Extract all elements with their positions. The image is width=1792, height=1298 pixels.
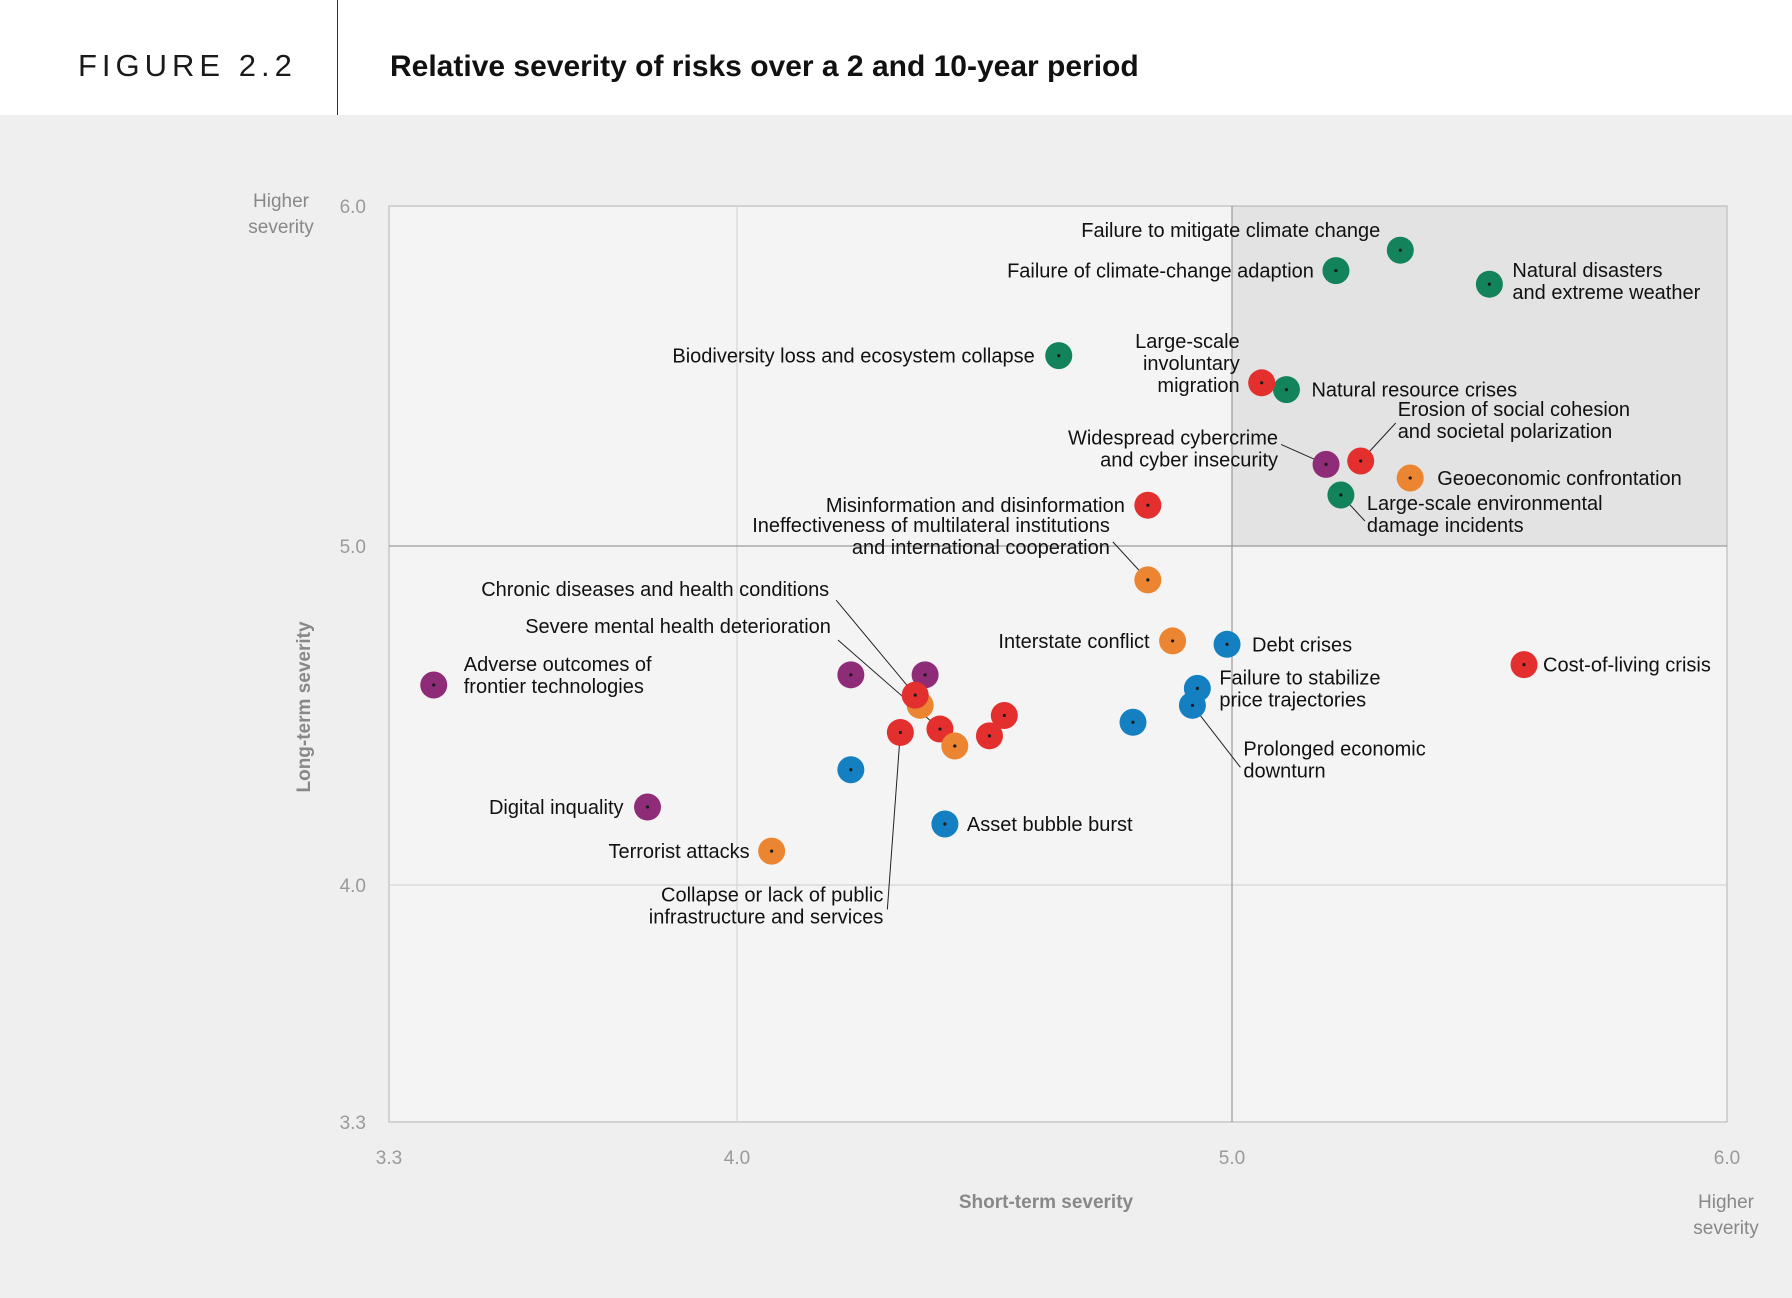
risk-point-center [1057,354,1060,357]
risk-point-center [1339,493,1342,496]
risk-point-center [899,731,902,734]
risk-label: Ineffectiveness of multilateral institut… [752,515,1110,537]
risk-label: and societal polarization [1398,421,1613,443]
risk-point-center [938,727,941,730]
risk-label: and international cooperation [852,537,1110,559]
x-tick-label: 3.3 [376,1148,402,1169]
risk-label: Collapse or lack of public [661,884,883,906]
x-axis-end-label-line1: Higher [1698,1192,1755,1213]
risk-label: downturn [1243,760,1325,782]
risk-point-center [1409,476,1412,479]
x-axis-end-label-line2: severity [1693,1218,1759,1239]
risk-label: Severe mental health deterioration [525,616,831,638]
risk-point-center [432,683,435,686]
risk-label: Misinformation and disinformation [826,495,1125,517]
risk-point-center [1171,639,1174,642]
risk-label: Natural disasters [1512,260,1662,282]
risk-label: Biodiversity loss and ecosystem collapse [672,346,1034,368]
risk-label: price trajectories [1219,689,1366,711]
risk-label: Terrorist attacks [608,841,749,863]
risk-label: Erosion of social cohesion [1398,399,1630,421]
risk-label: frontier technologies [464,676,644,698]
y-axis-title: Long-term severity [294,621,315,792]
risk-point-center [1196,687,1199,690]
risk-point-center [1488,283,1491,286]
risk-label: Asset bubble burst [967,814,1133,836]
risk-point-center [943,822,946,825]
y-tick-label: 3.3 [340,1113,366,1134]
y-axis-end-label-line1: Higher [253,191,310,212]
risk-point-center [1285,388,1288,391]
risk-label: Failure of climate-change adaption [1007,261,1314,283]
risk-label: involuntary [1143,353,1240,375]
risk-point-center [1334,269,1337,272]
risk-label: Prolonged economic [1243,738,1425,760]
risk-point-center [953,744,956,747]
risk-point-center [1146,578,1149,581]
risk-point-center [988,734,991,737]
x-tick-label: 5.0 [1219,1148,1245,1169]
risk-point-center [1522,663,1525,666]
risk-point-center [1225,643,1228,646]
risk-point-center [1324,463,1327,466]
risk-label: and cyber insecurity [1100,449,1278,471]
risk-point-center [1359,459,1362,462]
risk-point-center [1260,381,1263,384]
risk-label: migration [1157,375,1239,397]
risk-label: Cost-of-living crisis [1543,655,1711,677]
y-tick-label: 5.0 [340,537,366,558]
risk-label: Large-scale [1135,331,1240,353]
risk-label: Digital inquality [489,797,624,819]
risk-point-center [849,768,852,771]
risk-point-center [1191,704,1194,707]
risk-label: Large-scale environmental [1367,493,1603,515]
risk-point-center [770,850,773,853]
y-axis-end-label-line2: severity [248,217,314,238]
risk-point-center [1399,249,1402,252]
y-tick-label: 4.0 [340,876,366,897]
risk-point-center [1003,714,1006,717]
risk-label: Chronic diseases and health conditions [481,579,829,601]
risk-label: damage incidents [1367,515,1524,537]
y-tick-label: 6.0 [340,197,366,218]
risk-point-center [646,805,649,808]
risk-label: and extreme weather [1512,282,1700,304]
risk-point-center [1146,504,1149,507]
risk-label: Debt crises [1252,634,1352,656]
risk-point-center [914,694,917,697]
x-tick-label: 4.0 [724,1148,750,1169]
risk-label: Interstate conflict [998,631,1150,653]
x-tick-label: 6.0 [1714,1148,1740,1169]
risk-label: Widespread cybercrime [1068,427,1278,449]
risk-point-center [1131,721,1134,724]
risk-label: infrastructure and services [649,906,884,928]
risk-point-center [924,673,927,676]
risk-label: Failure to stabilize [1219,667,1380,689]
risk-label: Adverse outcomes of [464,654,652,676]
x-axis-title: Short-term severity [959,1192,1134,1213]
risk-label: Geoeconomic confrontation [1437,468,1682,490]
risk-label: Failure to mitigate climate change [1081,220,1380,242]
risk-point-center [849,673,852,676]
